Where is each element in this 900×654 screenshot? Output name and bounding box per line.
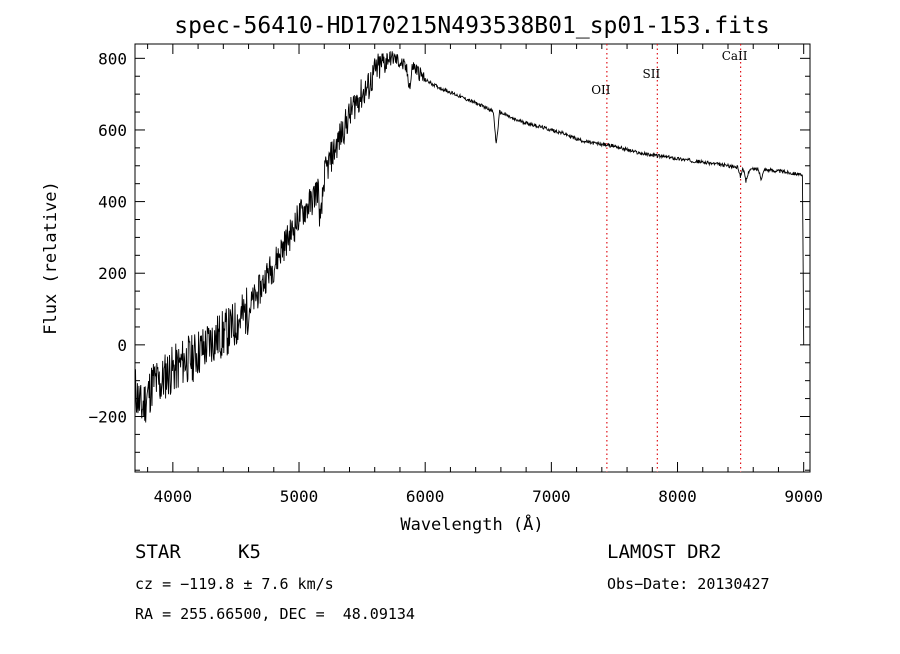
y-tick-label: 600 [98,121,127,140]
y-tick-label: 200 [98,264,127,283]
survey-label: LAMOST DR2 [607,541,722,563]
ra-dec-coords: RA = 255.66500, DEC = 48.09134 [135,605,415,623]
line-label-sii: SII [642,67,660,81]
y-tick-label: 400 [98,193,127,212]
object-type: STAR [135,541,181,563]
x-tick-label: 5000 [280,487,319,506]
x-tick-label: 6000 [406,487,445,506]
x-axis-label: Wavelength (Å) [400,513,543,535]
y-tick-label: 800 [98,49,127,68]
spectral-subclass: K5 [238,541,261,563]
x-tick-label: 4000 [154,487,193,506]
x-tick-label: 8000 [658,487,697,506]
line-label-oii: OII [591,83,611,97]
spectrum-line [134,51,805,423]
x-tick-label: 9000 [784,487,823,506]
obs-date: Obs−Date: 20130427 [607,575,770,593]
redshift-cz: cz = −119.8 ± 7.6 km/s [135,575,334,593]
y-tick-label: −200 [88,407,127,426]
chart-title: spec-56410-HD170215N493538B01_sp01-153.f… [174,13,769,39]
x-tick-label: 7000 [532,487,571,506]
plot-frame [134,43,811,473]
y-axis-label: Flux (relative) [41,181,61,335]
y-tick-label: 0 [117,336,127,355]
line-label-caii: CaII [722,49,748,63]
